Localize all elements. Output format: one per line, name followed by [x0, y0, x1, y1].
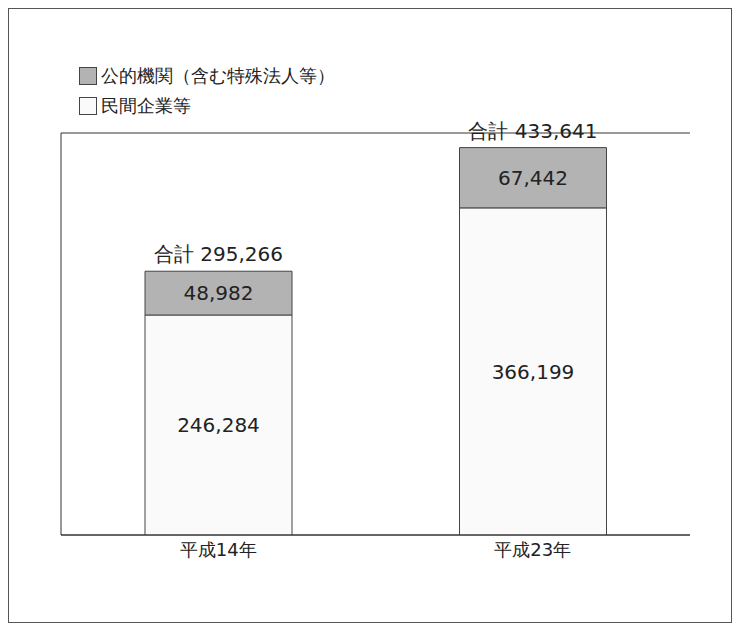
svg-text:平成14年: 平成14年 — [180, 539, 257, 560]
svg-text:平成23年: 平成23年 — [494, 539, 571, 560]
svg-text:48,982: 48,982 — [184, 281, 254, 305]
svg-text:67,442: 67,442 — [498, 166, 568, 190]
svg-text:合計 295,266: 合計 295,266 — [154, 242, 283, 266]
html-text:民間企業等: 民間企業等 — [101, 95, 191, 116]
svg-text:合計 433,641: 合計 433,641 — [468, 119, 597, 143]
svg-text:246,284: 246,284 — [177, 413, 260, 437]
html-text:公的機関（含む特殊法人等）: 公的機関（含む特殊法人等） — [101, 65, 335, 86]
svg-text:366,199: 366,199 — [492, 360, 575, 384]
